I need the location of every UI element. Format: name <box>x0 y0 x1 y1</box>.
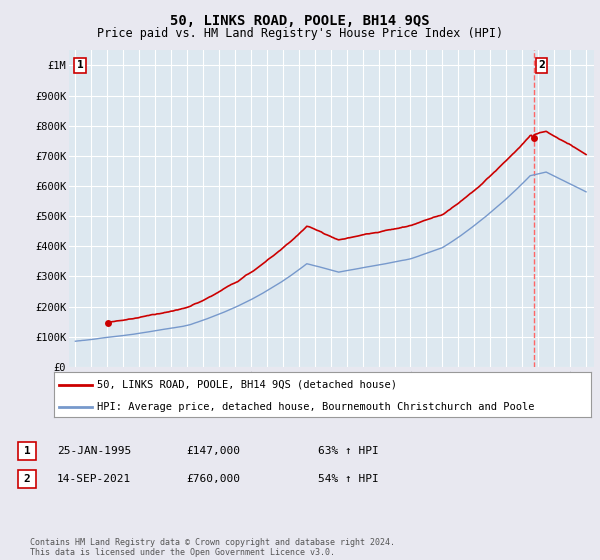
Text: 1: 1 <box>77 60 83 71</box>
Text: Price paid vs. HM Land Registry's House Price Index (HPI): Price paid vs. HM Land Registry's House … <box>97 27 503 40</box>
Text: 50, LINKS ROAD, POOLE, BH14 9QS (detached house): 50, LINKS ROAD, POOLE, BH14 9QS (detache… <box>97 380 397 390</box>
Text: 63% ↑ HPI: 63% ↑ HPI <box>318 446 379 456</box>
Text: 2: 2 <box>23 474 31 484</box>
Text: 25-JAN-1995: 25-JAN-1995 <box>57 446 131 456</box>
Text: HPI: Average price, detached house, Bournemouth Christchurch and Poole: HPI: Average price, detached house, Bour… <box>97 402 535 412</box>
Text: 54% ↑ HPI: 54% ↑ HPI <box>318 474 379 484</box>
Text: 50, LINKS ROAD, POOLE, BH14 9QS: 50, LINKS ROAD, POOLE, BH14 9QS <box>170 14 430 28</box>
Text: £760,000: £760,000 <box>186 474 240 484</box>
Text: 2: 2 <box>538 60 545 71</box>
Text: £147,000: £147,000 <box>186 446 240 456</box>
Text: 1: 1 <box>23 446 31 456</box>
Text: 14-SEP-2021: 14-SEP-2021 <box>57 474 131 484</box>
Text: Contains HM Land Registry data © Crown copyright and database right 2024.
This d: Contains HM Land Registry data © Crown c… <box>30 538 395 557</box>
